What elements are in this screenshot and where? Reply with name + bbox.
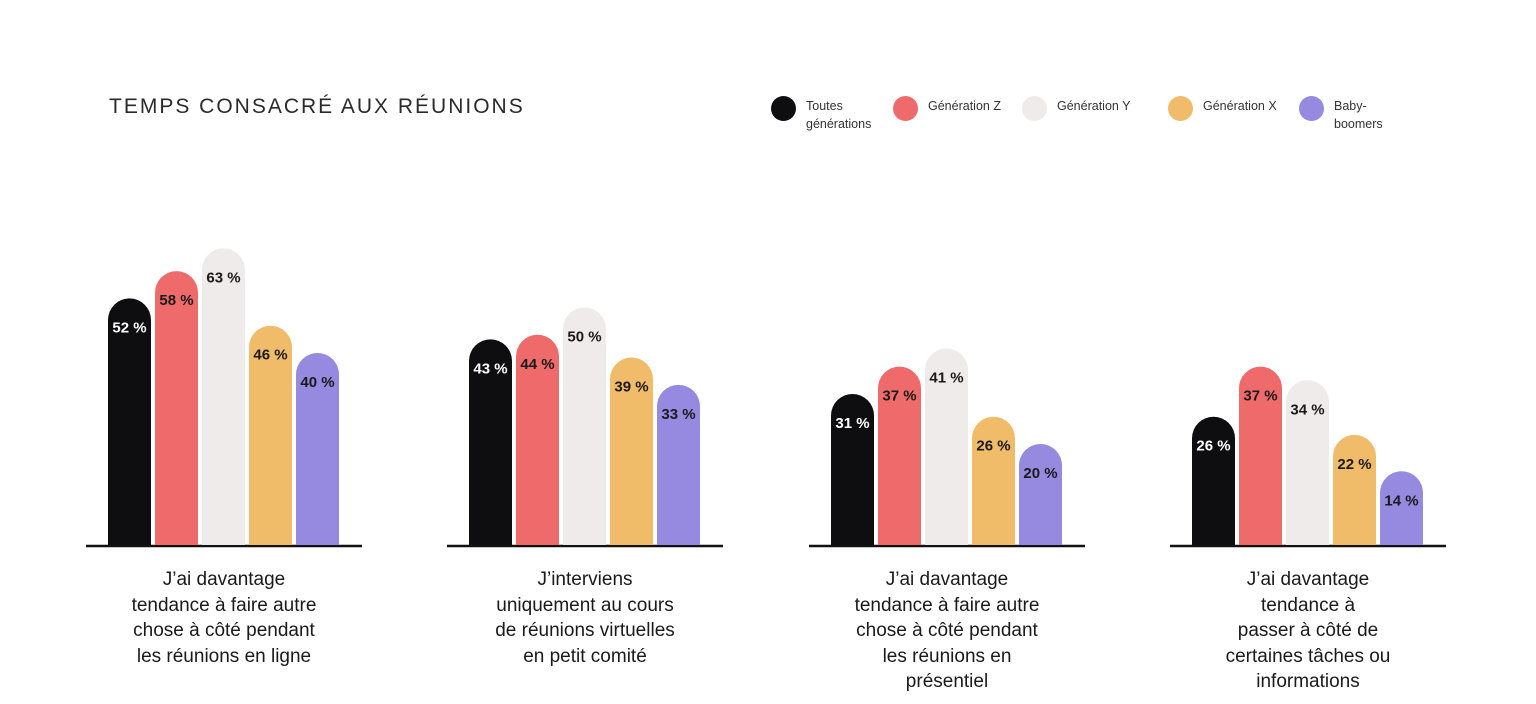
bar — [1286, 380, 1329, 545]
data-label: 26 % — [976, 438, 1010, 455]
bar — [202, 248, 245, 545]
legend-label: Génération Y — [1057, 99, 1131, 113]
legend-label: Toutes générations — [806, 99, 872, 131]
data-label: 50 % — [567, 329, 601, 346]
bar — [1019, 444, 1062, 545]
bar — [1239, 366, 1282, 545]
legend-swatch — [771, 96, 796, 121]
legend-swatch — [893, 96, 918, 121]
data-label: 39 % — [614, 379, 648, 396]
legend-label: Baby-boomers — [1334, 99, 1383, 131]
legend-label: Génération X — [1203, 99, 1277, 113]
data-label: 14 % — [1384, 492, 1418, 509]
category-label: J’ai davantage tendance à faire autre chos… — [854, 569, 1040, 692]
legend-item: Toutes générations — [771, 96, 886, 133]
bar — [657, 384, 700, 545]
legend-swatch — [1168, 96, 1193, 121]
data-label: 63 % — [206, 269, 240, 286]
bar — [249, 325, 292, 545]
data-label: 52 % — [112, 319, 146, 336]
bar — [563, 307, 606, 545]
bar — [972, 416, 1015, 545]
bar — [925, 348, 968, 545]
legend-item: Génération X — [1168, 96, 1283, 121]
bar — [878, 366, 921, 545]
data-label: 58 % — [159, 292, 193, 309]
bar — [516, 334, 559, 545]
data-label: 46 % — [253, 347, 287, 364]
chart-title: TEMPS CONSACRÉ AUX RÉUNIONS — [109, 95, 525, 118]
category-label: J’ai davantage tendance à passer à côté de… — [1225, 569, 1391, 692]
bar — [831, 393, 874, 545]
legend-swatch — [1299, 96, 1324, 121]
data-label: 31 % — [835, 415, 869, 432]
legend-swatch — [1022, 96, 1047, 121]
bar — [1192, 416, 1235, 545]
data-label: 26 % — [1196, 438, 1230, 455]
data-label: 22 % — [1337, 456, 1371, 473]
bar — [155, 271, 198, 545]
data-label: 43 % — [473, 360, 507, 377]
bar — [610, 357, 653, 545]
bar — [296, 352, 339, 545]
category-label: J’ai davantage tendance à faire autre chos… — [131, 569, 317, 667]
legend-item: Baby-boomers — [1299, 96, 1414, 133]
data-label: 41 % — [929, 369, 963, 386]
data-label: 44 % — [520, 356, 554, 373]
data-label: 40 % — [300, 374, 334, 391]
bar — [1379, 471, 1423, 545]
data-label: 37 % — [1243, 388, 1277, 405]
legend-item: Génération Z — [893, 96, 1008, 121]
category-label: J’interviens uniquement au cours de réunio… — [495, 569, 675, 667]
bar — [469, 339, 512, 545]
bar — [108, 298, 151, 545]
data-label: 20 % — [1023, 465, 1057, 482]
data-label: 34 % — [1290, 401, 1324, 418]
data-label: 33 % — [661, 406, 695, 423]
legend-label: Génération Z — [928, 99, 1001, 113]
legend-item: Génération Y — [1022, 96, 1137, 121]
data-label: 37 % — [882, 388, 916, 405]
bar — [1333, 434, 1376, 545]
